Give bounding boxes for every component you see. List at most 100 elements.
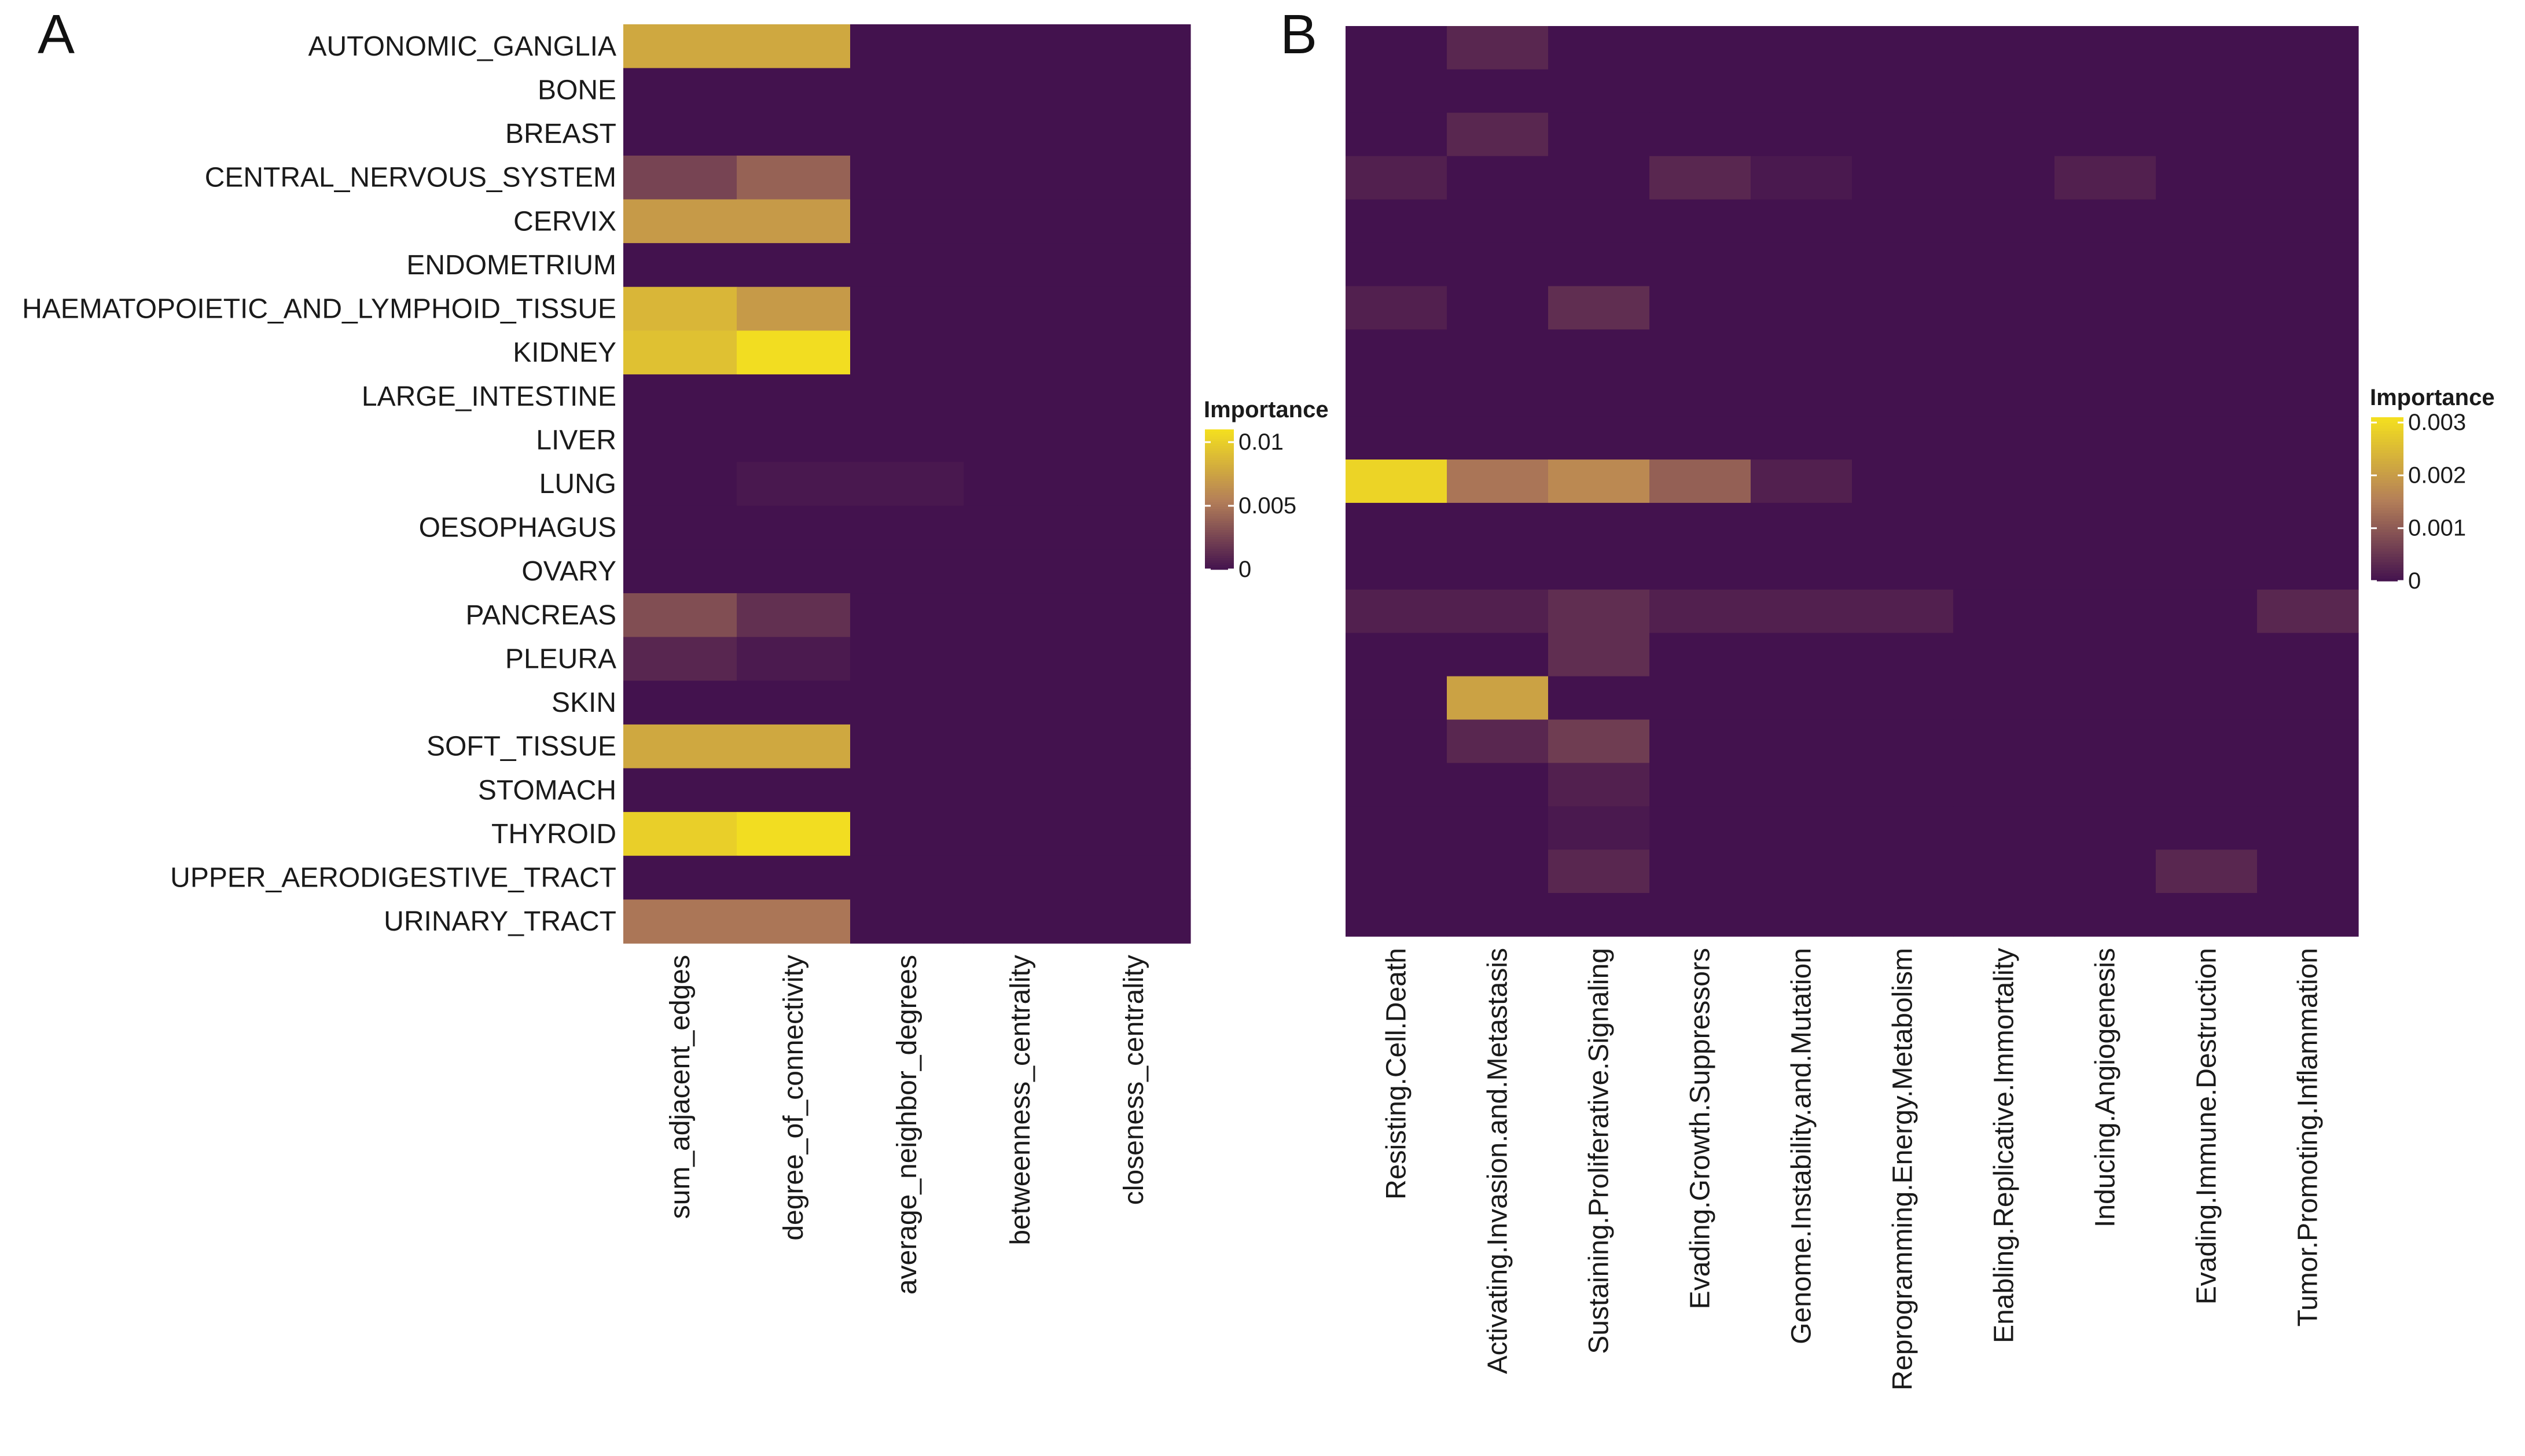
colorbar-segment	[2371, 442, 2403, 445]
heatmap-cell-thyroid-reprogramming-energy-metabolism	[1852, 806, 1954, 850]
colorbar-segment	[2371, 556, 2403, 560]
heatmap-cell-breast-tumor-promoting-inflammation	[2257, 112, 2359, 157]
heatmap-cell-breast-degree-of-connectivity	[737, 112, 851, 156]
heatmap-cell-endometrium-resisting-cell-death	[1346, 242, 1447, 287]
heatmap-cell-haematopoietic-and-lymphoid-tissue-sum-adjacent-edges	[623, 286, 737, 331]
heatmap-cell-stomach-closeness-centrality	[1077, 768, 1191, 812]
heatmap-cell-lung-activating-invasion-and-metastasis	[1447, 459, 1549, 503]
heatmap-cell-haematopoietic-and-lymphoid-tissue-activating-invasion-and-metastasis	[1447, 286, 1549, 330]
heatmap-cell-bone-evading-growth-suppressors	[1649, 69, 1751, 113]
panel-a-row-labels: AUTONOMIC_GANGLIA BONE BREAST CENTRAL_NERVO…	[22, 31, 616, 937]
heatmap-cell-ovary-enabling-replicative-immortality	[1953, 546, 2055, 590]
row-label-thyroid: THYROID	[491, 819, 616, 850]
heatmap-cell-pancreas-tumor-promoting-inflammation	[2257, 589, 2359, 634]
heatmap-cell-liver-betweenness-centrality	[964, 418, 1078, 462]
heatmap-cell-pancreas-enabling-replicative-immortality	[1953, 589, 2055, 634]
heatmap-cell-oesophagus-enabling-replicative-immortality	[1953, 502, 2055, 547]
heatmap-cell-autonomic-ganglia-activating-invasion-and-metastasis	[1447, 26, 1549, 70]
colorbar-segment	[2371, 461, 2403, 464]
heatmap-cell-thyroid-evading-immune-destruction	[2156, 806, 2258, 850]
colorbar-segment	[1205, 453, 1234, 455]
colorbar-segment	[1205, 436, 1234, 439]
colorbar-segment	[2371, 469, 2403, 472]
heatmap-cell-pancreas-degree-of-connectivity	[737, 593, 851, 638]
heatmap-cell-breast-average-neighbor-degrees	[850, 112, 964, 156]
heatmap-cell-oesophagus-betweenness-centrality	[964, 505, 1078, 550]
heatmap-cell-pleura-sum-adjacent-edges	[623, 637, 737, 681]
colorbar-segment	[2371, 572, 2403, 576]
colorbar-segment	[1205, 446, 1234, 448]
heatmap-cell-oesophagus-genome-instability-and-mutation	[1751, 502, 1853, 547]
colorbar-segment	[1205, 464, 1234, 468]
column-label-resisting-cell-death: Resisting.Cell.Death	[1381, 948, 1412, 1200]
heatmap-cell-soft-tissue-betweenness-centrality	[964, 724, 1078, 769]
heatmap-cell-thyroid-degree-of-connectivity	[737, 812, 851, 856]
heatmap-cell-cervix-sustaining-proliferative-signaling	[1548, 199, 1650, 244]
heatmap-cell-urinary-tract-enabling-replicative-immortality	[1953, 893, 2055, 937]
legend-a-title: Importance	[1204, 397, 1329, 422]
heatmap-cell-liver-sum-adjacent-edges	[623, 418, 737, 462]
colorbar-segment	[1205, 429, 1234, 432]
colorbar-segment	[1205, 530, 1234, 533]
colorbar-segment	[2371, 513, 2403, 516]
legend-tick-label: 0.005	[1238, 493, 1296, 519]
heatmap-cell-urinary-tract-reprogramming-energy-metabolism	[1852, 893, 1954, 937]
heatmap-cell-cervix-tumor-promoting-inflammation	[2257, 199, 2359, 244]
column-label-betweenness-centrality: betweenness_centrality	[1005, 955, 1036, 1245]
colorbar-segment	[1205, 539, 1234, 542]
heatmap-cell-soft-tissue-average-neighbor-degrees	[850, 724, 964, 769]
heatmap-cell-pancreas-inducing-angiogenesis	[2054, 589, 2156, 634]
heatmap-cell-large-intestine-degree-of-connectivity	[737, 374, 851, 419]
heatmap-cell-stomach-average-neighbor-degrees	[850, 768, 964, 812]
colorbar-segment	[2371, 502, 2403, 505]
heatmap-cell-kidney-evading-immune-destruction	[2156, 329, 2258, 373]
heatmap-cell-haematopoietic-and-lymphoid-tissue-reprogramming-energy-metabolism	[1852, 286, 1954, 330]
heatmap-cell-thyroid-evading-growth-suppressors	[1649, 806, 1751, 850]
colorbar-segment	[2371, 436, 2403, 440]
heatmap-cell-breast-reprogramming-energy-metabolism	[1852, 112, 1954, 157]
panel-b-column-labels: Resisting.Cell.Death Activating.Invasion.…	[1381, 948, 2324, 1391]
column-label-inducing-angiogenesis: Inducing.Angiogenesis	[2090, 948, 2121, 1227]
heatmap-cell-skin-evading-growth-suppressors	[1649, 676, 1751, 720]
heatmap-cell-central-nervous-system-evading-growth-suppressors	[1649, 156, 1751, 200]
heatmap-cell-thyroid-sustaining-proliferative-signaling	[1548, 806, 1650, 850]
heatmap-cell-liver-activating-invasion-and-metastasis	[1447, 416, 1549, 460]
heatmap-cell-oesophagus-evading-immune-destruction	[2156, 502, 2258, 547]
colorbar-segment	[1205, 497, 1234, 500]
row-label-urinary-tract: URINARY_TRACT	[384, 906, 616, 937]
colorbar-segment	[2371, 553, 2403, 557]
legend-b-colorbar	[2371, 417, 2403, 582]
row-label-haematopoietic-and-lymphoid-tissue: HAEMATOPOIETIC_AND_LYMPHOID_TISSUE	[22, 294, 616, 325]
heatmap-cell-cervix-reprogramming-energy-metabolism	[1852, 199, 1954, 244]
heatmap-cell-pleura-enabling-replicative-immortality	[1953, 633, 2055, 677]
heatmap-cell-stomach-evading-growth-suppressors	[1649, 763, 1751, 807]
panel-b-letter: B	[1280, 3, 1317, 65]
colorbar-segment	[1205, 506, 1234, 509]
heatmap-cell-bone-sum-adjacent-edges	[623, 68, 737, 112]
heatmap-cell-central-nervous-system-sum-adjacent-edges	[623, 155, 737, 200]
heatmap-cell-soft-tissue-resisting-cell-death	[1346, 719, 1447, 763]
heatmap-cell-breast-evading-growth-suppressors	[1649, 112, 1751, 157]
heatmap-cell-urinary-tract-closeness-centrality	[1077, 899, 1191, 944]
heatmap-cell-upper-aerodigestive-tract-sustaining-proliferative-signaling	[1548, 850, 1650, 894]
heatmap-cell-endometrium-reprogramming-energy-metabolism	[1852, 242, 1954, 287]
panel-b: B Resisting.Cell.Death Activating.Invasio…	[1280, 3, 2359, 1391]
heatmap-cell-large-intestine-genome-instability-and-mutation	[1751, 373, 1853, 417]
heatmap-cell-pleura-average-neighbor-degrees	[850, 637, 964, 681]
column-label-sustaining-proliferative-signaling: Sustaining.Proliferative.Signaling	[1584, 948, 1615, 1354]
heatmap-cell-autonomic-ganglia-evading-growth-suppressors	[1649, 26, 1751, 70]
heatmap-cell-ovary-sum-adjacent-edges	[623, 549, 737, 594]
heatmap-cell-cervix-betweenness-centrality	[964, 199, 1078, 244]
row-label-pleura: PLEURA	[505, 644, 616, 674]
heatmap-cell-endometrium-betweenness-centrality	[964, 243, 1078, 288]
legend-tick-label: 0	[1238, 557, 1251, 582]
heatmap-cell-upper-aerodigestive-tract-reprogramming-energy-metabolism	[1852, 850, 1954, 894]
heatmap-cell-upper-aerodigestive-tract-inducing-angiogenesis	[2054, 850, 2156, 894]
heatmap-cell-haematopoietic-and-lymphoid-tissue-enabling-replicative-immortality	[1953, 286, 2055, 330]
colorbar-segment	[2371, 475, 2403, 478]
heatmap-cell-large-intestine-sum-adjacent-edges	[623, 374, 737, 419]
heatmap-cell-soft-tissue-evading-growth-suppressors	[1649, 719, 1751, 763]
heatmap-cell-lung-evading-growth-suppressors	[1649, 459, 1751, 503]
heatmap-cell-stomach-degree-of-connectivity	[737, 768, 851, 812]
colorbar-segment	[2371, 575, 2403, 579]
